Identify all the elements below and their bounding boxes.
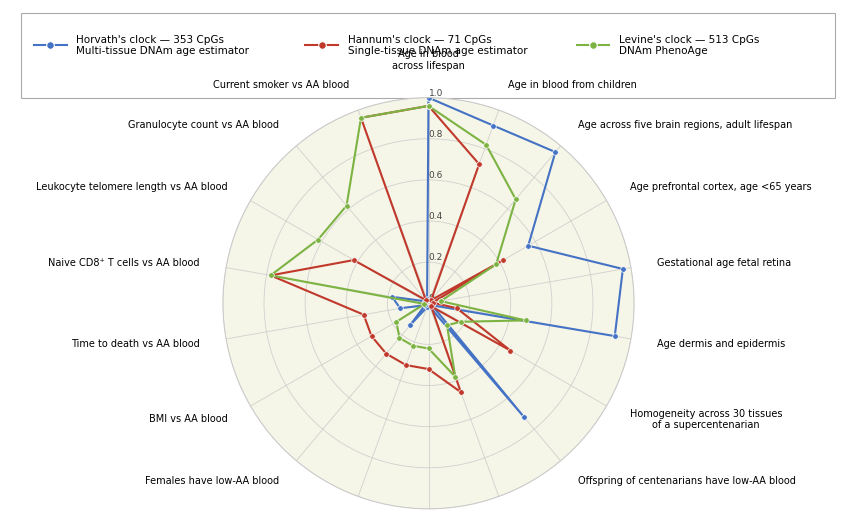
Text: Leukocyte telomere length vs AA blood: Leukocyte telomere length vs AA blood — [36, 182, 227, 192]
Text: Granulocyte count vs AA blood: Granulocyte count vs AA blood — [129, 120, 279, 130]
Text: Gestational age fetal retina: Gestational age fetal retina — [657, 258, 791, 268]
Text: Levine's clock — 513 CpGs
DNAm PhenoAge: Levine's clock — 513 CpGs DNAm PhenoAge — [620, 34, 760, 56]
Text: Females have low-AA blood: Females have low-AA blood — [145, 476, 279, 486]
Text: Homogeneity across 30 tissues
of a supercentenarian: Homogeneity across 30 tissues of a super… — [630, 409, 782, 430]
Text: Age in blood from children: Age in blood from children — [508, 80, 637, 90]
Text: BMI vs AA blood: BMI vs AA blood — [148, 414, 227, 425]
Text: Age dermis and epidermis: Age dermis and epidermis — [657, 339, 786, 348]
Text: Current smoker vs AA blood: Current smoker vs AA blood — [213, 80, 349, 90]
Text: Offspring of centenarians have low-AA blood: Offspring of centenarians have low-AA bl… — [578, 476, 795, 486]
Text: Age across five brain regions, adult lifespan: Age across five brain regions, adult lif… — [578, 120, 792, 130]
FancyBboxPatch shape — [21, 13, 835, 98]
Text: Age prefrontal cortex, age <65 years: Age prefrontal cortex, age <65 years — [630, 182, 812, 192]
Text: Time to death vs AA blood: Time to death vs AA blood — [71, 339, 200, 348]
Text: Naive CD8⁺ T cells vs AA blood: Naive CD8⁺ T cells vs AA blood — [48, 258, 200, 268]
Text: Hannum's clock — 71 CpGs
Single-tissue DNAm age estimator: Hannum's clock — 71 CpGs Single-tissue D… — [348, 34, 528, 56]
Text: Age in blood
across lifespan: Age in blood across lifespan — [392, 49, 465, 71]
Text: Horvath's clock — 353 CpGs
Multi-tissue DNAm age estimator: Horvath's clock — 353 CpGs Multi-tissue … — [76, 34, 249, 56]
